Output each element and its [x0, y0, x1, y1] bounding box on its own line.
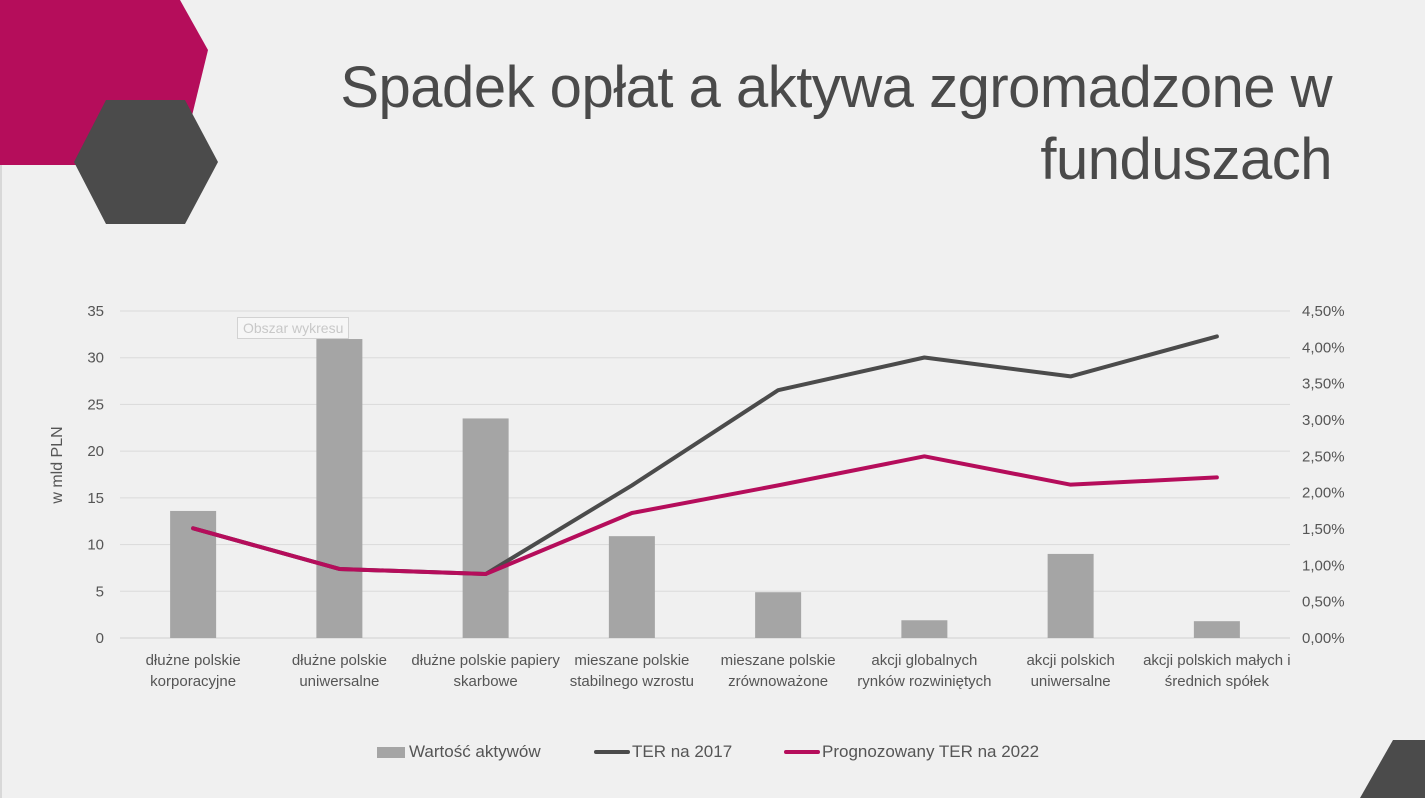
- y-tick-label: 15: [87, 490, 104, 507]
- y2-tick-label: 1,50%: [1302, 521, 1345, 538]
- x-tick-label-line: zrównoważone: [728, 673, 828, 690]
- x-tick-label-line: uniwersalne: [1031, 673, 1111, 690]
- legend-item-ter-2022[interactable]: Prognozowany TER na 2022: [784, 742, 1039, 762]
- x-tick-label-line: dłużne polskie: [146, 652, 241, 669]
- y-tick-label: 5: [96, 583, 104, 600]
- y-tick-label: 0: [96, 630, 104, 647]
- ter-2022-line[interactable]: [191, 454, 1219, 577]
- bar[interactable]: [1047, 553, 1094, 638]
- x-tick-label: mieszane polskie zrównoważone: [721, 652, 836, 690]
- series-lines: [191, 334, 1219, 577]
- y2-tick-label: 0,50%: [1302, 594, 1345, 611]
- title-line-2: funduszach: [1040, 127, 1332, 192]
- legend-item-assets[interactable]: Wartość aktywów: [377, 742, 541, 762]
- bar[interactable]: [755, 592, 802, 638]
- legend-item-ter-2017[interactable]: TER na 2017: [594, 742, 732, 762]
- x-tick-label-line: korporacyjne: [150, 673, 236, 690]
- corner-triangle: [1360, 740, 1425, 798]
- x-tick-label: akcji globalnych rynków rozwiniętych: [857, 652, 991, 690]
- legend-label-ter-2022: Prognozowany TER na 2022: [822, 742, 1040, 761]
- legend-swatch-line-2022: [784, 750, 820, 754]
- x-tick-label-line: uniwersalne: [299, 673, 379, 690]
- x-tick-label: dłużne polskie uniwersalne: [292, 652, 387, 690]
- y-axis-ticks: 0 5 10 15 20 25 30 35: [87, 303, 104, 647]
- x-tick-label: akcji polskich małych i średnich spółek: [1143, 652, 1291, 690]
- y2-tick-label: 4,00%: [1302, 339, 1345, 356]
- y2-tick-label: 2,00%: [1302, 485, 1345, 502]
- y-tick-label: 30: [87, 350, 104, 367]
- title-line-1: Spadek opłat a aktywa zgromadzone w: [340, 55, 1332, 120]
- legend: Wartość aktywów TER na 2017 Prognozowany…: [0, 740, 1425, 766]
- x-tick-label-line: akcji polskich: [1026, 652, 1114, 669]
- x-tick-label-line: skarbowe: [454, 673, 518, 690]
- y-axis-label: w mld PLN: [49, 426, 66, 504]
- x-tick-label: dłużne polskie korporacyjne: [146, 652, 241, 690]
- bar[interactable]: [1193, 621, 1240, 638]
- y-tick-label: 20: [87, 443, 104, 460]
- bars: [170, 339, 1240, 638]
- y-tick-label: 10: [87, 537, 104, 554]
- bar[interactable]: [901, 620, 948, 638]
- y2-tick-label: 2,50%: [1302, 448, 1345, 465]
- y2-tick-label: 3,00%: [1302, 412, 1345, 429]
- x-tick-label-line: dłużne polskie: [292, 652, 387, 669]
- x-tick-label: dłużne polskie papiery skarbowe: [411, 652, 560, 690]
- y-tick-label: 25: [87, 396, 104, 413]
- y-tick-label: 35: [87, 303, 104, 320]
- page-title: Spadek opłat a aktywa zgromadzone w fund…: [332, 52, 1332, 196]
- y2-tick-label: 4,50%: [1302, 303, 1345, 320]
- x-tick-label-line: rynków rozwiniętych: [857, 673, 991, 690]
- x-tick-label-line: mieszane polskie: [721, 652, 836, 669]
- x-tick-label-line: akcji polskich małych i: [1143, 652, 1291, 669]
- x-tick-label-line: średnich spółek: [1165, 673, 1270, 690]
- legend-swatch-bar: [377, 746, 405, 758]
- x-tick-label: akcji polskich uniwersalne: [1026, 652, 1114, 690]
- x-tick-label-line: dłużne polskie papiery: [411, 652, 560, 669]
- x-tick-label-line: stabilnego wzrostu: [570, 673, 694, 690]
- x-tick-label-line: mieszane polskie: [574, 652, 689, 669]
- x-tick-label-line: akcji globalnych: [871, 652, 977, 669]
- bar[interactable]: [462, 418, 509, 638]
- bar[interactable]: [316, 339, 363, 638]
- y2-tick-label: 1,00%: [1302, 557, 1345, 574]
- y2-axis-ticks: 0,00% 0,50% 1,00% 1,50% 2,00% 2,50% 3,00% 3,50%…: [1302, 303, 1345, 647]
- y2-tick-label: 3,50%: [1302, 376, 1345, 393]
- legend-label-assets: Wartość aktywów: [409, 742, 541, 761]
- gray-hexagon: [74, 100, 218, 224]
- bar[interactable]: [608, 536, 655, 638]
- gridlines: [120, 310, 1290, 639]
- legend-swatch-line-2017: [594, 750, 630, 754]
- chart-area-tooltip: Obszar wykresu: [237, 317, 350, 339]
- y2-tick-label: 0,00%: [1302, 630, 1345, 647]
- x-tick-label: mieszane polskie stabilnego wzrostu: [570, 652, 694, 690]
- legend-label-ter-2017: TER na 2017: [632, 742, 733, 761]
